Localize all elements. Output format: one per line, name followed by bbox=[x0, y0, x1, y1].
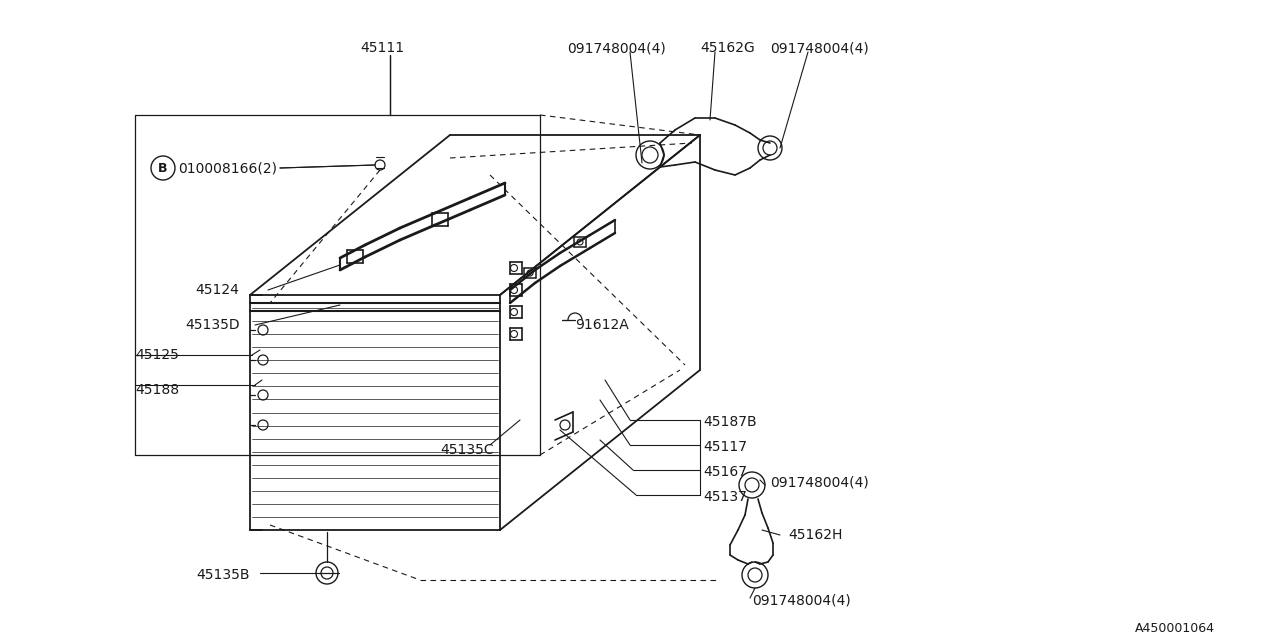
Text: 45188: 45188 bbox=[134, 383, 179, 397]
Text: 091748004(4): 091748004(4) bbox=[771, 476, 869, 490]
Text: 45135B: 45135B bbox=[196, 568, 250, 582]
Text: 45135D: 45135D bbox=[186, 318, 239, 332]
Text: 91612A: 91612A bbox=[575, 318, 628, 332]
Text: 091748004(4): 091748004(4) bbox=[771, 41, 869, 55]
Text: 45162H: 45162H bbox=[788, 528, 842, 542]
Text: 45124: 45124 bbox=[195, 283, 239, 297]
Text: 45187B: 45187B bbox=[703, 415, 756, 429]
Text: 45162G: 45162G bbox=[700, 41, 755, 55]
Text: 45137: 45137 bbox=[703, 490, 746, 504]
Text: 45111: 45111 bbox=[360, 41, 404, 55]
Text: 45135C: 45135C bbox=[440, 443, 494, 457]
Text: 010008166(2): 010008166(2) bbox=[178, 161, 276, 175]
Text: B: B bbox=[159, 161, 168, 175]
Text: 091748004(4): 091748004(4) bbox=[567, 41, 666, 55]
Text: 091748004(4): 091748004(4) bbox=[753, 593, 851, 607]
Text: 45117: 45117 bbox=[703, 440, 748, 454]
Text: 45125: 45125 bbox=[134, 348, 179, 362]
Text: 45167: 45167 bbox=[703, 465, 748, 479]
Text: A450001064: A450001064 bbox=[1135, 621, 1215, 634]
